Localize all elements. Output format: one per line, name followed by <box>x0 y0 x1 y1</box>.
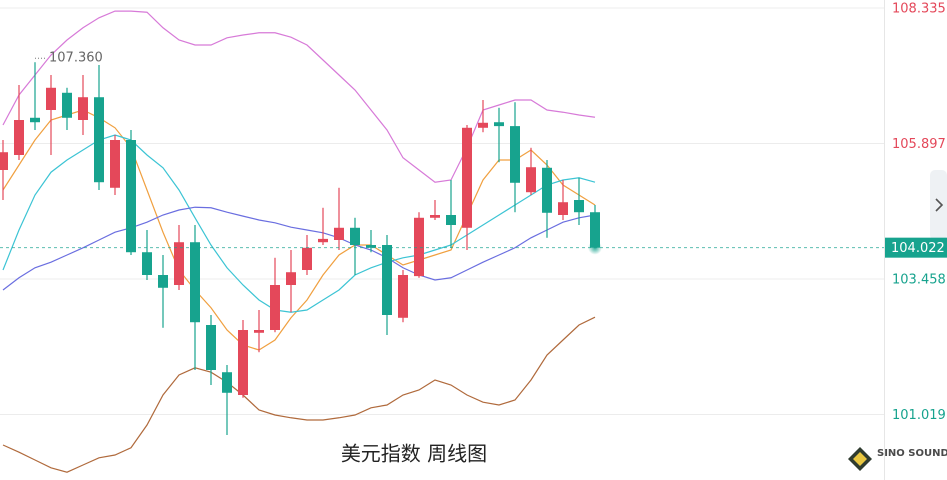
last-price-label: 104.022 <box>891 241 945 256</box>
indicator-line <box>2 316 596 473</box>
last-price-glow <box>588 240 602 255</box>
y-tick-label: 103.458 <box>892 273 946 288</box>
indicator-line <box>2 206 596 291</box>
candle-body <box>206 325 216 370</box>
candle-body <box>110 140 120 188</box>
y-tick-label: 101.019 <box>892 408 946 423</box>
candle-body <box>78 97 88 120</box>
candle-body <box>398 275 408 318</box>
candle-body <box>334 227 344 240</box>
candle-body <box>478 122 488 128</box>
candle-body <box>414 217 424 277</box>
candle-body <box>14 120 24 155</box>
candle-body <box>430 215 440 218</box>
y-tick-label: 105.897 <box>892 137 946 152</box>
indicator-line <box>2 134 596 313</box>
candle-body <box>366 245 376 248</box>
candle-body <box>542 167 552 213</box>
candle-body <box>286 272 296 285</box>
last-price-box <box>885 237 947 258</box>
candle-body <box>238 330 248 395</box>
logo-text: SINO SOUND <box>877 448 947 459</box>
candles <box>0 62 600 435</box>
candle-body <box>46 87 56 110</box>
candle-body <box>190 242 200 323</box>
indicator-line <box>2 10 596 183</box>
candle-body <box>174 242 184 285</box>
high-label: 107.360 <box>49 51 103 66</box>
candle-body <box>158 275 168 288</box>
candle-body <box>318 238 328 243</box>
logo: SINO SOUND <box>848 447 947 471</box>
scroll-arrow[interactable] <box>935 198 944 212</box>
candle-body <box>382 245 392 315</box>
candle-body <box>62 92 72 118</box>
candle-body <box>462 127 472 228</box>
scroll-tab[interactable] <box>930 170 947 240</box>
candle-body <box>446 215 456 225</box>
chart-title: 美元指数 周线图 <box>341 442 487 466</box>
candle-body <box>222 372 232 393</box>
candle-body <box>494 122 504 127</box>
candle-body <box>590 212 600 248</box>
indicator-lines <box>2 10 596 473</box>
candle-body <box>270 285 280 330</box>
candle-body <box>254 330 264 333</box>
candle-body <box>0 152 8 170</box>
candle-body <box>94 97 104 183</box>
candle-body <box>350 227 360 245</box>
candle-body <box>30 117 40 123</box>
candle-body <box>558 202 568 215</box>
y-tick-label: 108.335 <box>892 2 946 17</box>
candle-body <box>574 200 584 213</box>
candle-body <box>142 252 152 275</box>
candle-body <box>126 140 136 253</box>
candle-body <box>510 126 520 183</box>
candle-body <box>302 247 312 270</box>
indicator-line <box>2 109 596 351</box>
candle-body <box>526 167 536 193</box>
